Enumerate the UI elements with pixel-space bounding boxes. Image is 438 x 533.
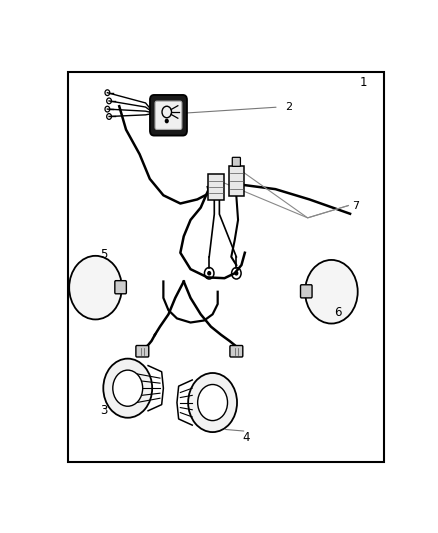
Circle shape	[103, 359, 152, 418]
FancyBboxPatch shape	[230, 345, 243, 357]
FancyBboxPatch shape	[150, 95, 187, 135]
Text: 3: 3	[100, 404, 108, 417]
Bar	[208, 174, 224, 200]
FancyBboxPatch shape	[232, 157, 240, 166]
Text: 2: 2	[286, 102, 293, 112]
FancyBboxPatch shape	[155, 101, 182, 130]
Text: 4: 4	[243, 431, 250, 444]
FancyBboxPatch shape	[115, 281, 127, 294]
Ellipse shape	[305, 260, 358, 324]
Text: 6: 6	[335, 306, 342, 319]
Ellipse shape	[69, 256, 122, 319]
FancyBboxPatch shape	[136, 345, 149, 357]
Circle shape	[166, 119, 168, 123]
Text: 5: 5	[100, 248, 108, 261]
Circle shape	[198, 384, 227, 421]
Text: 1: 1	[360, 76, 367, 89]
Text: 7: 7	[352, 200, 359, 211]
Circle shape	[208, 272, 211, 275]
Circle shape	[235, 272, 238, 275]
Circle shape	[113, 370, 143, 406]
Circle shape	[188, 373, 237, 432]
FancyBboxPatch shape	[300, 285, 312, 298]
FancyBboxPatch shape	[229, 166, 244, 196]
